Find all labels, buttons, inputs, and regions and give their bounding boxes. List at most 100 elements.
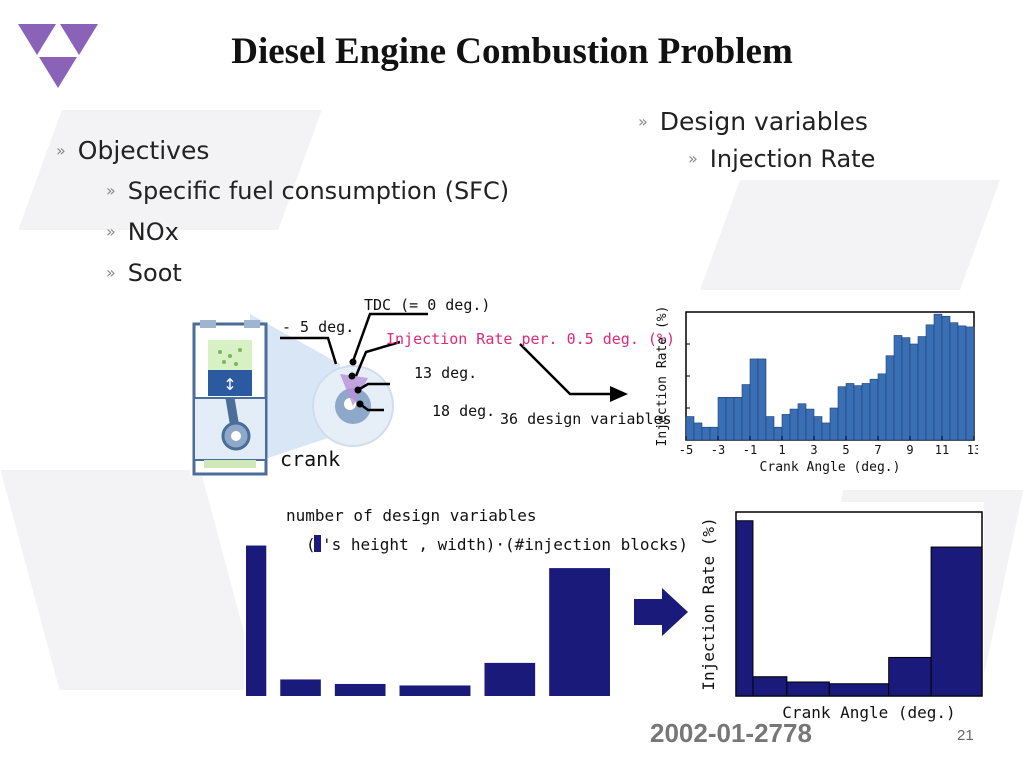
bar: [957, 325, 967, 441]
block-parameterization-diagram: number of design variables ( 's height ,…: [244, 502, 984, 724]
bullet-label: Soot: [127, 259, 182, 287]
bar: [735, 520, 754, 697]
bar: [828, 683, 890, 697]
bar: [781, 414, 791, 441]
bar: [965, 326, 975, 441]
deg18-label: 18 deg.: [432, 402, 495, 420]
bar: [917, 336, 927, 441]
bar: [701, 426, 711, 441]
bullet-objective-item: » Specific fuel consumption (SFC): [106, 177, 510, 205]
bar: [933, 313, 943, 441]
bar: [837, 386, 847, 441]
bar: [733, 397, 743, 441]
bar: [757, 358, 767, 441]
x-tick-label: 1: [778, 443, 785, 457]
background-shape: [18, 110, 322, 230]
bar: [901, 337, 911, 441]
bar: [725, 397, 735, 441]
bullet-objective-item: » Soot: [106, 259, 182, 287]
right-arrow-icon: [634, 588, 688, 636]
x-tick-label: 9: [906, 443, 913, 457]
bar: [805, 408, 815, 441]
x-axis-label: Crank Angle (deg.): [782, 703, 955, 722]
tdc-label: TDC (= 0 deg.): [364, 296, 490, 314]
bullet-objectives: » Objectives: [56, 136, 210, 165]
paper-code: 2002-01-2778: [650, 718, 812, 748]
bar: [717, 397, 727, 441]
block-injection-chart: Crank Angle (deg.) Injection Rate (%): [699, 511, 983, 722]
bottom-caption-2-pre: (: [306, 535, 316, 554]
bottom-caption-2: 's height , width)·(#injection blocks): [322, 535, 688, 554]
x-tick-label: 11: [935, 443, 949, 457]
bullet-label: Specific fuel consumption (SFC): [127, 177, 510, 205]
bullet-design-variables: » Design variables: [638, 107, 868, 136]
slide-title: Diesel Engine Combustion Problem: [231, 31, 793, 72]
x-tick-label: -5: [679, 443, 693, 457]
engine-icon: ↕: [192, 320, 268, 476]
injection-block: [484, 662, 536, 696]
page-number: 21: [957, 727, 974, 744]
bar: [709, 426, 719, 441]
bar: [888, 656, 932, 697]
injection-block: [549, 568, 610, 696]
logo-segment: [18, 24, 56, 55]
bar: [752, 676, 788, 697]
bar: [941, 315, 951, 441]
bullet-objective-item: » NOx: [106, 218, 179, 246]
bar: [930, 546, 983, 697]
bullet-label: NOx: [127, 218, 179, 246]
minus5-label: - 5 deg.: [282, 318, 354, 336]
bar: [765, 416, 775, 441]
injection-sector: [340, 374, 368, 406]
background-shape: [699, 180, 1001, 290]
bullet-label: Injection Rate: [709, 145, 876, 173]
bar: [797, 403, 807, 441]
x-tick-label: 5: [842, 443, 849, 457]
bar: [789, 408, 799, 441]
bar: [885, 355, 895, 441]
bar: [693, 422, 703, 441]
bar: [877, 373, 887, 441]
injection-block: [399, 685, 471, 696]
bar: [949, 322, 959, 441]
bullet-design-variable-item: » Injection Rate: [688, 145, 876, 173]
bar: [685, 416, 695, 441]
x-tick-label: 7: [874, 443, 881, 457]
bar: [741, 384, 751, 441]
y-axis-label: Injection Rate (%): [699, 517, 718, 690]
injection-block: [334, 683, 386, 696]
bar: [786, 681, 830, 697]
bar: [821, 422, 831, 441]
deg13-label: 13 deg.: [414, 364, 477, 382]
bottom-caption-1: number of design variables: [286, 506, 536, 525]
engine-injection-diagram: ↕ crank - 5 deg. TDC (= 0 deg.) Injectio…: [190, 294, 978, 476]
bar: [909, 343, 919, 441]
background-shape: [0, 470, 260, 690]
logo-segment: [39, 57, 77, 88]
leader-lines: [280, 312, 610, 412]
x-tick-label: -3: [711, 443, 725, 457]
svg-text:↕: ↕: [223, 375, 236, 394]
bullet-label: Design variables: [659, 107, 868, 136]
arrow-to-chart: [610, 386, 628, 402]
bullet-label: Objectives: [77, 136, 210, 165]
bar: [749, 358, 759, 441]
bar: [861, 383, 871, 441]
bar: [813, 416, 823, 441]
bar: [893, 335, 903, 441]
brand-logo-icon: [18, 24, 98, 88]
bar: [853, 385, 863, 441]
x-tick-label: -1: [743, 443, 757, 457]
x-axis-label: Crank Angle (deg.): [760, 460, 901, 475]
injection-block: [246, 545, 267, 696]
logo-segment: [60, 24, 98, 55]
x-tick-label: 3: [810, 443, 817, 457]
block-example-chart: [246, 545, 610, 696]
block-symbol-icon: [314, 535, 321, 552]
y-axis-label: Injection Rate (%): [655, 306, 670, 447]
injection-rate-label: Injection Rate per. 0.5 deg. (%): [386, 330, 675, 348]
bar: [773, 426, 783, 441]
injection-block: [280, 679, 321, 696]
x-tick-label: 13: [967, 443, 978, 457]
